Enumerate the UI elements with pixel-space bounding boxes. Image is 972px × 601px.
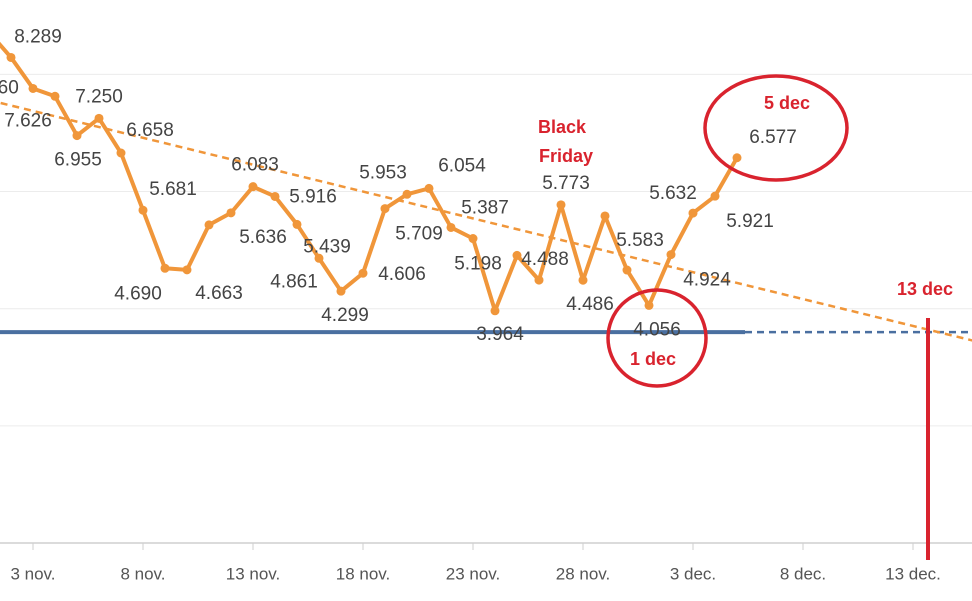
value-label: 6.054 — [438, 155, 486, 176]
marks — [0, 41, 972, 342]
annotation-text: Friday — [539, 146, 593, 166]
data-point — [424, 183, 434, 193]
data-point — [336, 286, 346, 296]
labels: 3 nov. 8 nov. 13 nov. 18 nov. 23 nov. 28 nov.… — [0, 26, 941, 583]
data-point — [358, 268, 368, 278]
data-point — [446, 222, 456, 232]
value-label: 5.387 — [461, 197, 509, 218]
value-label: 5.921 — [726, 211, 774, 232]
value-label: 4.663 — [195, 283, 243, 304]
value-label: 4.056 — [633, 319, 681, 340]
x-tick-label: 23 nov. — [446, 564, 501, 583]
annotations: Black Friday 5 dec 1 dec 13 dec — [538, 74, 953, 560]
value-label: 8.289 — [14, 26, 62, 47]
annotation-text: Black — [538, 117, 587, 137]
value-label: 7.250 — [75, 86, 123, 107]
data-point — [226, 208, 236, 218]
value-label: 6.577 — [749, 127, 797, 148]
highlight-circle — [703, 74, 849, 182]
data-point — [72, 131, 82, 141]
value-label: 5.632 — [649, 183, 697, 204]
highlight-circle — [606, 288, 708, 388]
value-label: 4.924 — [683, 270, 731, 291]
data-point — [380, 204, 390, 214]
value-label: 5.439 — [303, 236, 351, 257]
data-point — [666, 250, 676, 260]
x-tick-label: 8 dec. — [780, 564, 826, 583]
data-point — [578, 275, 588, 285]
value-label: 5.709 — [395, 224, 443, 245]
value-label: 6.955 — [54, 150, 102, 171]
value-label: 6.083 — [231, 155, 279, 176]
x-tick-label: 8 nov. — [120, 564, 165, 583]
value-label: 7.760 — [0, 77, 19, 98]
data-point — [644, 300, 654, 310]
x-tick-label: 3 nov. — [10, 564, 55, 583]
data-point — [556, 200, 566, 210]
data-point — [468, 234, 478, 244]
value-label: 4.486 — [566, 294, 614, 315]
value-label: 5.198 — [454, 254, 502, 275]
x-tick-label: 28 nov. — [556, 564, 611, 583]
value-label: 4.861 — [270, 271, 318, 292]
data-point — [182, 265, 192, 275]
data-point — [270, 191, 280, 201]
data-point — [50, 91, 60, 101]
value-label: 5.916 — [289, 186, 337, 207]
data-point — [732, 153, 742, 163]
x-tick-label: 3 dec. — [670, 564, 716, 583]
data-point — [94, 113, 104, 123]
data-point — [512, 250, 522, 260]
x-tick-label: 18 nov. — [336, 564, 391, 583]
trend-line — [0, 101, 972, 342]
value-label: 4.690 — [114, 283, 162, 304]
value-label: 5.953 — [359, 162, 407, 183]
data-point — [688, 208, 698, 218]
grid — [0, 73, 972, 550]
data-point — [6, 52, 16, 62]
annotation-text: 1 dec — [630, 349, 676, 369]
value-label: 7.626 — [4, 110, 52, 131]
data-point — [710, 191, 720, 201]
data-point — [138, 205, 148, 215]
data-point — [600, 211, 610, 221]
annotation-text: 13 dec — [897, 279, 953, 299]
annotation-text: 5 dec — [764, 93, 810, 113]
x-tick-label: 13 dec. — [885, 564, 941, 583]
value-label: 3.964 — [476, 324, 524, 345]
value-label: 5.773 — [542, 173, 590, 194]
data-point — [490, 306, 500, 316]
data-point — [248, 182, 258, 192]
data-point — [622, 265, 632, 275]
data-point — [28, 83, 38, 93]
value-label: 5.636 — [239, 227, 287, 248]
value-label: 4.299 — [321, 305, 369, 326]
value-label: 4.488 — [521, 249, 569, 270]
data-point — [534, 275, 544, 285]
data-point — [292, 219, 302, 229]
value-label: 4.606 — [378, 264, 426, 285]
data-point — [116, 148, 126, 158]
value-label: 5.583 — [616, 230, 664, 251]
value-label: 5.681 — [149, 179, 197, 200]
data-point — [204, 220, 214, 230]
data-point — [314, 253, 324, 263]
x-tick-label: 13 nov. — [226, 564, 281, 583]
data-point — [160, 263, 170, 273]
data-point — [402, 189, 412, 199]
value-label: 6.658 — [126, 120, 174, 141]
